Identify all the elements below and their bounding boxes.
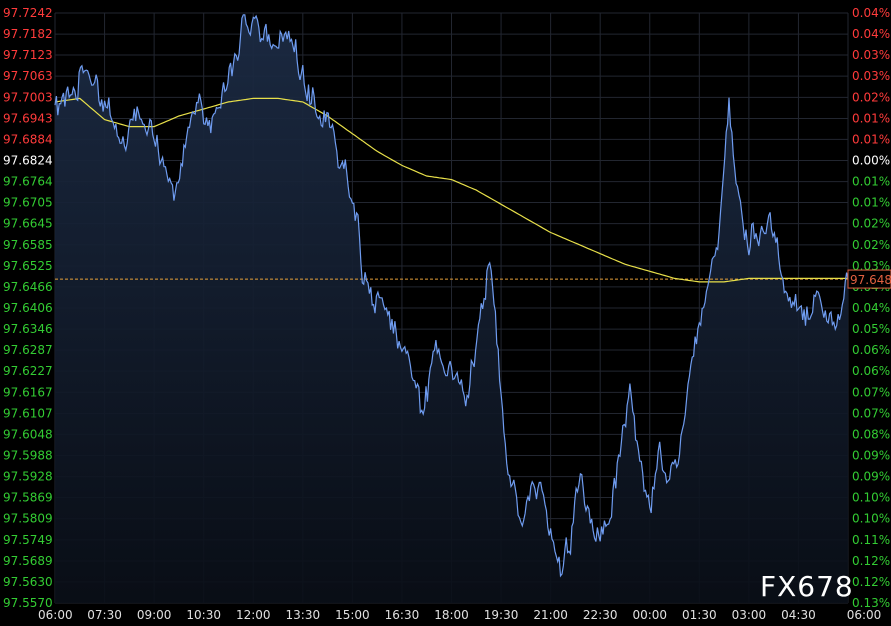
x-tick-label: 21:00 bbox=[533, 608, 568, 622]
y-tick-label: 97.7063 bbox=[3, 69, 53, 83]
percent-tick-label: 0.03% bbox=[852, 259, 890, 273]
percent-tick-label: 0.01% bbox=[852, 175, 890, 189]
y-tick-label: 97.6287 bbox=[3, 343, 53, 357]
percent-tick-label: 0.03% bbox=[852, 48, 890, 62]
y-tick-label: 97.5988 bbox=[3, 449, 53, 463]
x-tick-label: 03:00 bbox=[732, 608, 767, 622]
x-tick-label: 15:00 bbox=[335, 608, 370, 622]
y-tick-label: 97.6884 bbox=[3, 132, 53, 146]
y-tick-label: 97.6525 bbox=[3, 259, 53, 273]
x-tick-label: 09:00 bbox=[137, 608, 172, 622]
moving-average-line bbox=[54, 97, 848, 283]
y-tick-label: 97.5869 bbox=[3, 490, 53, 504]
watermark-logo: FX678 bbox=[760, 570, 854, 603]
percent-tick-label: 0.08% bbox=[852, 427, 890, 441]
percent-tick-label: 0.02% bbox=[852, 217, 890, 231]
percent-tick-label: 0.09% bbox=[852, 449, 890, 463]
y-tick-label: 97.6764 bbox=[3, 175, 53, 189]
price-area-fill bbox=[55, 14, 848, 604]
percent-axis: 0.04% 0.04% 0.03% 0.03% 0.02% 0.01% 0.01% 0.00%… bbox=[852, 6, 890, 610]
percent-tick-label: 0.04% bbox=[852, 27, 890, 41]
percent-tick-label: 0.07% bbox=[852, 407, 890, 421]
percent-tick-label: 0.03% bbox=[852, 69, 890, 83]
y-tick-label: 97.6705 bbox=[3, 195, 53, 209]
x-tick-label: 10:30 bbox=[186, 608, 221, 622]
percent-tick-label: 0.05% bbox=[852, 322, 890, 336]
y-tick-label: 97.5570 bbox=[3, 596, 53, 610]
percent-tick-label: 0.09% bbox=[852, 470, 890, 484]
x-tick-label: 00:00 bbox=[632, 608, 667, 622]
x-tick-label: 18:00 bbox=[434, 608, 469, 622]
y-axis: 97.7242 97.7182 97.7123 97.7063 97.7003 97.69… bbox=[3, 6, 53, 610]
percent-tick-label: 0.12% bbox=[852, 554, 890, 568]
y-tick-label: 97.6107 bbox=[3, 407, 53, 421]
y-tick-label: 97.5749 bbox=[3, 533, 53, 547]
x-tick-label: 06:00 bbox=[38, 608, 73, 622]
y-tick-label: 97.7242 bbox=[3, 6, 53, 20]
percent-tick-label: 0.06% bbox=[852, 364, 890, 378]
percent-tick-label: 0.02% bbox=[852, 238, 890, 252]
y-tick-label: 97.7182 bbox=[3, 27, 53, 41]
percent-tick-label: 0.01% bbox=[852, 112, 890, 126]
percent-tick-label: 0.10% bbox=[852, 512, 890, 526]
current-price-label: 97.6488 bbox=[850, 273, 891, 287]
y-tick-label: 97.6167 bbox=[3, 385, 53, 399]
y-tick-label: 97.5809 bbox=[3, 512, 53, 526]
percent-tick-label: 0.04% bbox=[852, 6, 890, 20]
current-price-tag: 97.6488 bbox=[847, 269, 891, 289]
y-tick-label: 97.6585 bbox=[3, 238, 53, 252]
x-tick-label: 22:30 bbox=[583, 608, 618, 622]
percent-tick-label: 0.00% bbox=[852, 154, 890, 168]
percent-tick-label: 0.11% bbox=[852, 533, 890, 547]
x-tick-label: 04:30 bbox=[781, 608, 816, 622]
percent-tick-label: 0.02% bbox=[852, 90, 890, 104]
x-tick-label: 06:00 bbox=[847, 608, 882, 622]
percent-tick-label: 0.10% bbox=[852, 490, 890, 504]
y-tick-label: 97.7123 bbox=[3, 48, 53, 62]
x-axis: 06:00 07:30 09:00 10:30 12:00 13:30 15:00 16:30… bbox=[38, 608, 881, 622]
y-tick-label: 97.5928 bbox=[3, 470, 53, 484]
price-line bbox=[54, 14, 849, 578]
percent-tick-label: 0.07% bbox=[852, 385, 890, 399]
y-tick-label: 97.6466 bbox=[3, 280, 53, 294]
y-tick-label: 97.7003 bbox=[3, 90, 53, 104]
y-tick-label: 97.6346 bbox=[3, 322, 53, 336]
percent-tick-label: 0.06% bbox=[852, 343, 890, 357]
percent-tick-label: 0.12% bbox=[852, 575, 890, 589]
y-tick-label: 97.6943 bbox=[3, 112, 53, 126]
x-tick-label: 13:30 bbox=[286, 608, 321, 622]
y-tick-label: 97.6048 bbox=[3, 427, 53, 441]
x-tick-label: 16:30 bbox=[385, 608, 420, 622]
moving-average bbox=[54, 97, 848, 283]
price-series bbox=[54, 14, 849, 578]
y-tick-label: 97.6645 bbox=[3, 217, 53, 231]
price-area bbox=[55, 14, 848, 604]
x-tick-label: 01:30 bbox=[682, 608, 717, 622]
percent-tick-label: 0.13% bbox=[852, 596, 890, 610]
y-tick-label: 97.6406 bbox=[3, 301, 53, 315]
percent-tick-label: 0.01% bbox=[852, 132, 890, 146]
current-price-box bbox=[847, 269, 891, 289]
y-tick-label: 97.6824 bbox=[3, 154, 53, 168]
y-tick-label: 97.6227 bbox=[3, 364, 53, 378]
x-tick-label: 19:30 bbox=[484, 608, 519, 622]
x-tick-label: 07:30 bbox=[87, 608, 122, 622]
y-tick-label: 97.5689 bbox=[3, 554, 53, 568]
percent-tick-label: 0.01% bbox=[852, 195, 890, 209]
percent-tick-label: 0.04% bbox=[852, 301, 890, 315]
y-tick-label: 97.5630 bbox=[3, 575, 53, 589]
x-tick-label: 12:00 bbox=[236, 608, 271, 622]
